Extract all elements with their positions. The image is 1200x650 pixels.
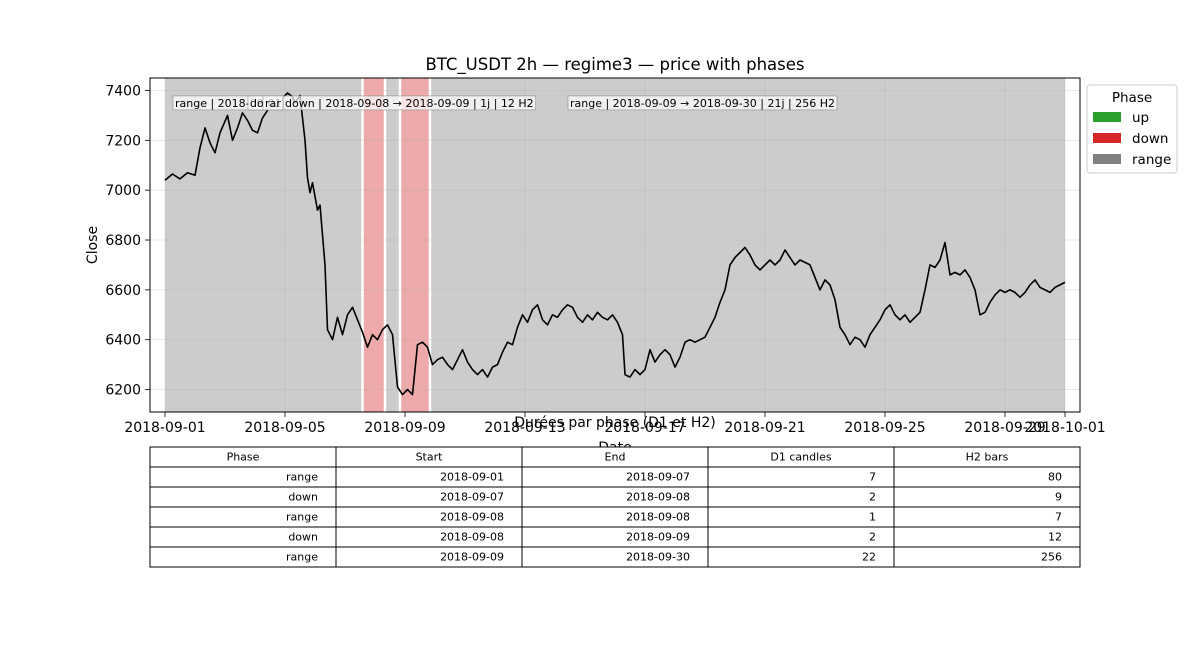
phase-annotation: do (247, 95, 267, 111)
table-cell-text: down (288, 531, 318, 544)
table-cell-text: range (286, 551, 318, 564)
table-header-label: H2 bars (966, 451, 1009, 464)
legend-swatch-down (1093, 133, 1121, 143)
table-cell-text: 2018-09-01 (440, 471, 504, 484)
table-title: Durées par phase (D1 et H2) (514, 415, 716, 431)
annotation-label: range | 2018-09-09 → 2018-09-30 | 21j | … (570, 97, 835, 110)
table-cell-text: 2018-09-08 (626, 491, 690, 504)
series-line-close (164, 92, 1066, 396)
x-tick-label: 2018-10-01 (1024, 420, 1105, 436)
x-tick-label: 2018-09-05 (244, 420, 325, 436)
legend-title: Phase (1112, 90, 1152, 106)
x-tick-label: 2018-09-25 (844, 420, 925, 436)
table-cell (893, 506, 1081, 528)
table-cell-text: 2018-09-09 (626, 531, 690, 544)
table-cell-text: down (288, 491, 318, 504)
x-axis: 2018-09-01 2018-09-05 2018-09-09 2018-09-13… (124, 412, 1106, 436)
phase-duration-table: Phase Start End D1 candles H2 bars range 2018-… (149, 446, 1081, 568)
legend: Phase up down range (1086, 84, 1178, 174)
table-cell (707, 506, 895, 528)
table-cell-text: range (286, 471, 318, 484)
table-cell (707, 466, 895, 488)
phase-band-range (430, 78, 1065, 412)
y-tick-label: 6800 (105, 233, 141, 249)
table-cell-text: 2018-09-07 (626, 471, 690, 484)
legend-label-down: down (1132, 131, 1168, 147)
table-header-label: Start (416, 451, 444, 464)
table-cell-text: 256 (1041, 551, 1062, 564)
legend-swatch-range (1093, 154, 1121, 164)
grid (150, 78, 1080, 412)
table-cell-text: 1 (869, 511, 876, 524)
y-tick-label: 6600 (105, 283, 141, 299)
phase-band-down (362, 78, 385, 412)
table-cell-text: 2 (869, 491, 876, 504)
x-tick-label: 2018-09-17 (604, 420, 685, 436)
table-cell-text: 2018-09-08 (440, 511, 504, 524)
y-tick-label: 7200 (105, 133, 141, 149)
table-cell-text: 7 (1055, 511, 1062, 524)
table-cell-text: range (286, 511, 318, 524)
phase-band-range (165, 78, 363, 412)
table-cell-text: 2018-09-30 (626, 551, 690, 564)
table-cell-text: 2018-09-09 (440, 551, 504, 564)
phase-band-down (400, 78, 430, 412)
table-cell-text: 2018-09-08 (626, 511, 690, 524)
y-tick-label: 6200 (105, 383, 141, 399)
table-cell-text: 2 (869, 531, 876, 544)
annotation-label: down | 2018-09-08 → 2018-09-09 | 1j | 12… (285, 97, 534, 110)
x-tick-label: 2018-09-29 (964, 420, 1045, 436)
table-cell (893, 486, 1081, 508)
table-cell-text: 12 (1048, 531, 1062, 544)
phase-annotation: rar (262, 95, 284, 111)
legend-box (1086, 84, 1178, 174)
plot-frame (149, 77, 1081, 413)
table-cell (707, 526, 895, 548)
annotation-label: do (250, 97, 264, 110)
legend-label-up: up (1132, 110, 1149, 126)
legend-label-range: range (1132, 152, 1171, 168)
series (164, 92, 1066, 396)
x-tick-label: 2018-09-13 (484, 420, 565, 436)
table-cell-text: 22 (862, 551, 876, 564)
phase-annotation: down | 2018-09-08 → 2018-09-09 | 1j | 12… (282, 95, 536, 111)
legend-swatch-up (1093, 112, 1121, 122)
y-tick-label: 6400 (105, 333, 141, 349)
annotation-box (567, 95, 838, 111)
table-header-label: D1 candles (770, 451, 832, 464)
x-tick-label: 2018-09-21 (724, 420, 805, 436)
table-cell-text: 2018-09-07 (440, 491, 504, 504)
phase-annotation: range | 2018-09-09 → 2018-09-30 | 21j | … (567, 95, 838, 111)
table-header-label: Phase (227, 451, 260, 464)
x-tick-label: 2018-09-09 (364, 420, 445, 436)
chart-title: BTC_USDT 2h — regime3 — price with phase… (425, 55, 804, 75)
table-cell-text: 2018-09-08 (440, 531, 504, 544)
table-cell (893, 546, 1081, 568)
table-header-label: End (605, 451, 626, 464)
annotation-label: rar (265, 97, 281, 110)
phase-bands (165, 78, 1065, 412)
table-cell-text: 9 (1055, 491, 1062, 504)
x-tick-label: 2018-09-01 (124, 420, 205, 436)
y-axis-label: Close (85, 226, 101, 264)
annotation-box (282, 95, 536, 111)
y-tick-label: 7400 (105, 83, 141, 99)
table-cell-text: 80 (1048, 471, 1062, 484)
phase-band-range (385, 78, 400, 412)
y-tick-label: 7000 (105, 183, 141, 199)
y-axis: 6200 6400 6600 6800 7000 7200 7400 (105, 83, 150, 399)
table-cell-text: 7 (869, 471, 876, 484)
table-cell (707, 486, 895, 508)
